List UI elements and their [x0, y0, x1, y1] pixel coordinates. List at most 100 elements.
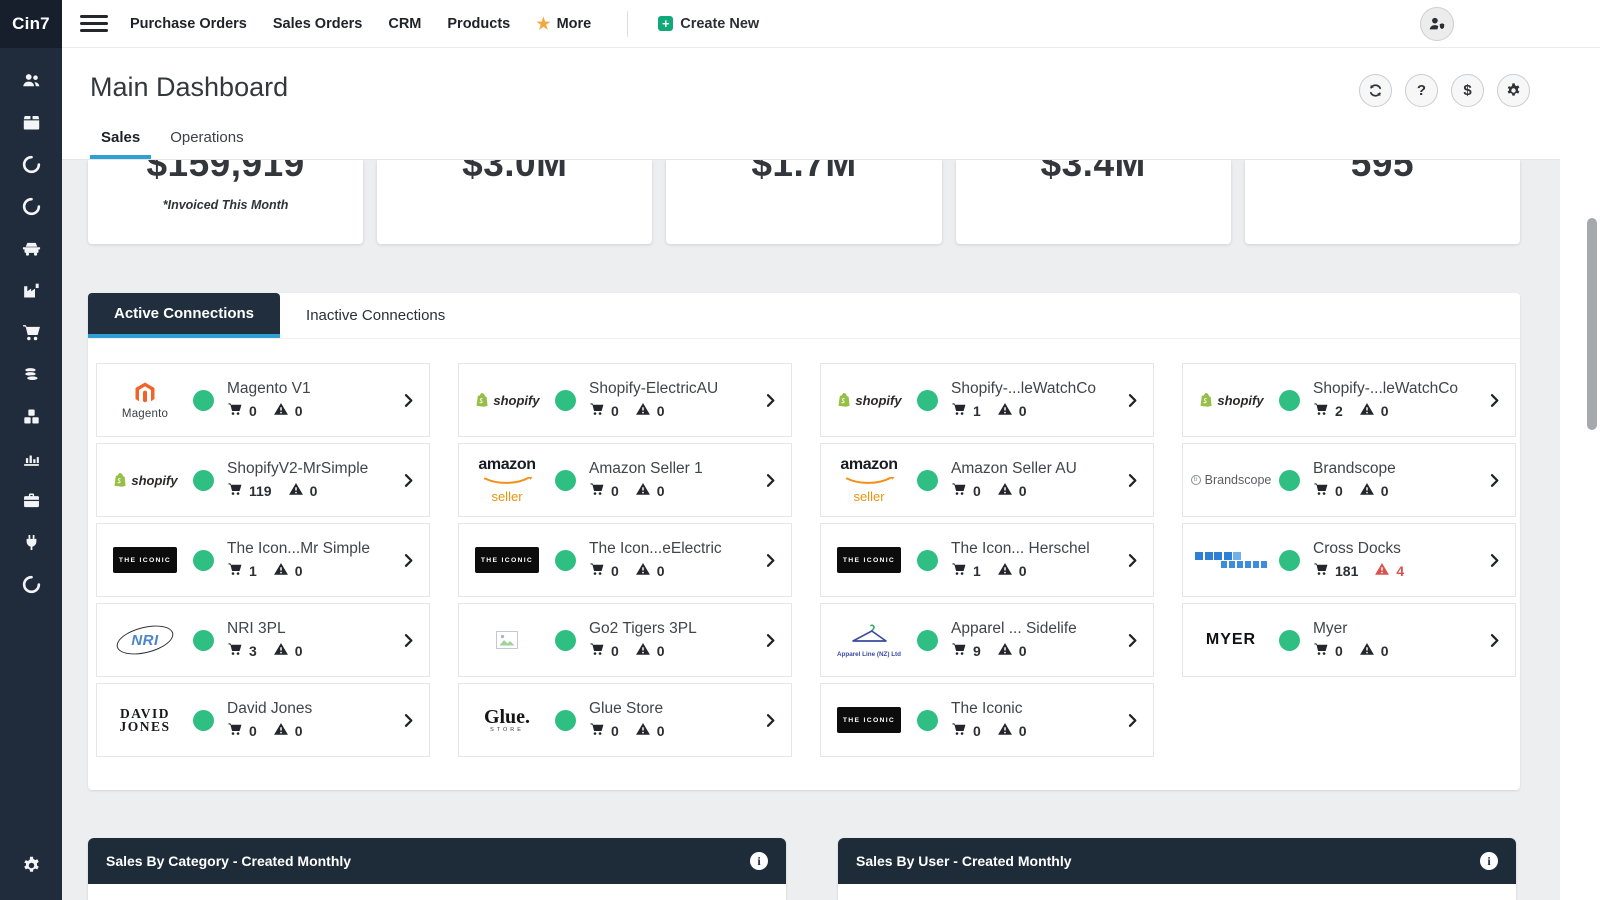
connection-info: Glue Store 0 0: [589, 700, 665, 740]
gear-icon[interactable]: [10, 844, 52, 886]
warning-count: 0: [635, 641, 665, 660]
nav-item-crm[interactable]: CRM: [388, 15, 422, 32]
kpi-card-3[interactable]: $1.7M: [666, 160, 942, 244]
settings-button[interactable]: [1497, 74, 1530, 107]
kpi-card-1[interactable]: $159,919 *Invoiced This Month: [88, 160, 364, 244]
connection-card[interactable]: Cross Docks 181 4: [1182, 523, 1516, 597]
chevron-right-icon[interactable]: [1486, 632, 1503, 649]
connection-card[interactable]: shopify ShopifyV2-MrSimple 119 0: [96, 443, 430, 517]
chevron-right-icon[interactable]: [762, 392, 779, 409]
tab-active-connections[interactable]: Active Connections: [88, 293, 281, 338]
connection-card[interactable]: THE ICONIC The Iconic 0 0: [820, 683, 1154, 757]
status-dot-green: [1279, 629, 1300, 651]
connection-info: The Icon...Mr Simple 1 0: [227, 540, 370, 580]
tab-sales[interactable]: Sales: [90, 121, 152, 159]
chevron-right-icon[interactable]: [1124, 472, 1141, 489]
connection-card[interactable]: Go2 Tigers 3PL 0 0: [458, 603, 792, 677]
connections-tabs: Active Connections Inactive Connections: [88, 293, 1520, 339]
scrollbar-thumb[interactable]: [1587, 218, 1597, 430]
connection-card[interactable]: shopify Shopify-...leWatchCo 2 0: [1182, 363, 1516, 437]
cart-icon: [951, 641, 967, 660]
chevron-right-icon[interactable]: [762, 552, 779, 569]
help-button[interactable]: ?: [1405, 74, 1438, 107]
warning-count: 0: [635, 481, 665, 500]
connection-card[interactable]: Glue. STORE Glue Store 0 0: [458, 683, 792, 757]
chevron-right-icon[interactable]: [1124, 552, 1141, 569]
info-icon[interactable]: i: [1480, 852, 1498, 870]
connection-card[interactable]: DAVID JONES David Jones 0 0: [96, 683, 430, 757]
hamburger-menu-icon[interactable]: [80, 14, 108, 33]
connection-card[interactable]: Magento Magento V1 0 0: [96, 363, 430, 437]
chevron-right-icon[interactable]: [762, 632, 779, 649]
warning-count-value: 0: [1018, 642, 1027, 659]
plug-icon[interactable]: [10, 521, 52, 563]
cart-icon[interactable]: [10, 311, 52, 353]
nav-item-products[interactable]: Products: [447, 15, 511, 32]
bar-chart-icon[interactable]: [10, 437, 52, 479]
connection-card[interactable]: THE ICONIC The Icon...eElectric 0 0: [458, 523, 792, 597]
chevron-right-icon[interactable]: [762, 712, 779, 729]
chevron-right-icon[interactable]: [400, 632, 417, 649]
connection-card[interactable]: shopify Shopify-ElectricAU 0 0: [458, 363, 792, 437]
connection-card[interactable]: shopify Shopify-...leWatchCo 1 0: [820, 363, 1154, 437]
chevron-right-icon[interactable]: [1486, 392, 1503, 409]
create-new-button[interactable]: + Create New: [658, 16, 759, 32]
nav-item-sales-orders[interactable]: Sales Orders: [272, 15, 363, 32]
chevron-right-icon[interactable]: [400, 392, 417, 409]
kpi-card-2[interactable]: $3.0M: [377, 160, 653, 244]
vertical-scrollbar[interactable]: [1560, 48, 1600, 900]
status-dot-green: [1279, 549, 1300, 571]
connection-card[interactable]: Apparel Line (NZ) Ltd Apparel ... Sidelif…: [820, 603, 1154, 677]
nav-divider: [627, 10, 629, 37]
chevron-right-icon[interactable]: [1486, 552, 1503, 569]
connection-info: The Iconic 0 0: [951, 700, 1027, 740]
cart-count: 0: [589, 561, 619, 580]
tab-operations[interactable]: Operations: [170, 129, 244, 146]
sync-circle-icon[interactable]: [10, 143, 52, 185]
tab-inactive-connections[interactable]: Inactive Connections: [306, 307, 446, 324]
chevron-right-icon[interactable]: [400, 712, 417, 729]
package-icon[interactable]: [10, 101, 52, 143]
sync-circle-icon[interactable]: [10, 185, 52, 227]
cart-count-value: 0: [611, 482, 619, 499]
kpi-card-5[interactable]: 595: [1244, 160, 1521, 244]
kpi-card-4[interactable]: $3.4M: [955, 160, 1231, 244]
chevron-right-icon[interactable]: [400, 472, 417, 489]
briefcase-icon[interactable]: [10, 479, 52, 521]
nav-item-more[interactable]: ★ More: [536, 14, 591, 34]
coins-icon[interactable]: [10, 353, 52, 395]
connection-name: Brandscope: [1313, 460, 1396, 477]
warning-icon: [997, 561, 1013, 580]
status-dot-green: [917, 709, 938, 731]
circle-icon[interactable]: [10, 563, 52, 605]
chevron-right-icon[interactable]: [762, 472, 779, 489]
connection-card[interactable]: b Brandscope Brandscope 0 0: [1182, 443, 1516, 517]
connection-card[interactable]: amazon seller Amazon Seller AU 0 0: [820, 443, 1154, 517]
user-avatar[interactable]: [1420, 7, 1454, 41]
factory-icon[interactable]: [10, 269, 52, 311]
chevron-right-icon[interactable]: [1124, 712, 1141, 729]
nav-item-purchase-orders[interactable]: Purchase Orders: [130, 15, 247, 32]
info-icon[interactable]: i: [750, 852, 768, 870]
modules-icon[interactable]: [10, 395, 52, 437]
warning-count: 0: [273, 561, 303, 580]
cin7-logo[interactable]: Cin7: [0, 0, 62, 48]
connection-card[interactable]: THE ICONIC The Icon...Mr Simple 1 0: [96, 523, 430, 597]
warning-count: 0: [635, 561, 665, 580]
connection-card[interactable]: MYER Myer 0 0: [1182, 603, 1516, 677]
chevron-right-icon[interactable]: [1124, 392, 1141, 409]
chevron-right-icon[interactable]: [1486, 472, 1503, 489]
cart-icon: [589, 721, 605, 740]
connection-card[interactable]: THE ICONIC The Icon... Herschel 1 0: [820, 523, 1154, 597]
vehicle-icon[interactable]: [10, 227, 52, 269]
users-icon[interactable]: [10, 59, 52, 101]
chevron-right-icon[interactable]: [400, 552, 417, 569]
currency-button[interactable]: $: [1451, 74, 1484, 107]
chevron-right-icon[interactable]: [1124, 632, 1141, 649]
connection-card[interactable]: NRI NRI 3PL 3 0: [96, 603, 430, 677]
refresh-button[interactable]: [1359, 74, 1392, 107]
